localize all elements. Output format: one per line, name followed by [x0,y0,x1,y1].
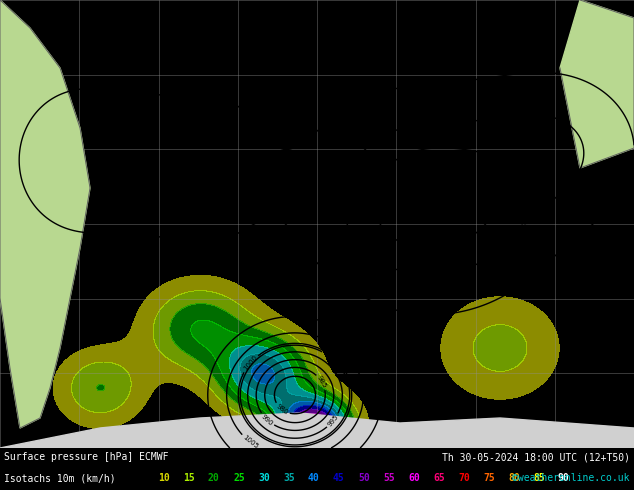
Text: Surface pressure [hPa] ECMWF: Surface pressure [hPa] ECMWF [4,452,169,462]
Text: 999: 999 [322,350,337,363]
Text: 85: 85 [533,473,545,483]
Text: 10: 10 [158,473,170,483]
Text: ©weatheronline.co.uk: ©weatheronline.co.uk [512,473,630,483]
Text: 1030: 1030 [411,174,429,188]
Text: 1000: 1000 [242,354,258,372]
Polygon shape [0,413,634,448]
Text: 65: 65 [433,473,444,483]
Polygon shape [0,0,90,428]
Text: 990: 990 [260,413,274,426]
Text: 20: 20 [208,473,220,483]
Text: 90: 90 [558,473,570,483]
Text: 1025: 1025 [500,183,514,202]
Text: 80: 80 [508,473,520,483]
Text: 995: 995 [327,414,340,428]
Text: 50: 50 [358,473,370,483]
Text: 75: 75 [483,473,495,483]
Text: 1015: 1015 [255,122,271,140]
Polygon shape [560,0,634,168]
Text: 980: 980 [275,403,289,416]
Text: 1010: 1010 [341,328,359,343]
Text: Th 30-05-2024 18:00 UTC (12+T50): Th 30-05-2024 18:00 UTC (12+T50) [442,452,630,462]
Text: 40: 40 [308,473,320,483]
Text: 30: 30 [258,473,269,483]
Text: 70: 70 [458,473,470,483]
Text: 15: 15 [183,473,195,483]
Text: 1020: 1020 [512,221,529,238]
Text: 25: 25 [233,473,245,483]
Text: 55: 55 [383,473,395,483]
Text: 985: 985 [316,375,328,390]
Text: 60: 60 [408,473,420,483]
Text: 1005: 1005 [242,434,259,450]
Text: Isotachs 10m (km/h): Isotachs 10m (km/h) [4,473,115,483]
Text: 35: 35 [283,473,295,483]
Text: 45: 45 [333,473,345,483]
